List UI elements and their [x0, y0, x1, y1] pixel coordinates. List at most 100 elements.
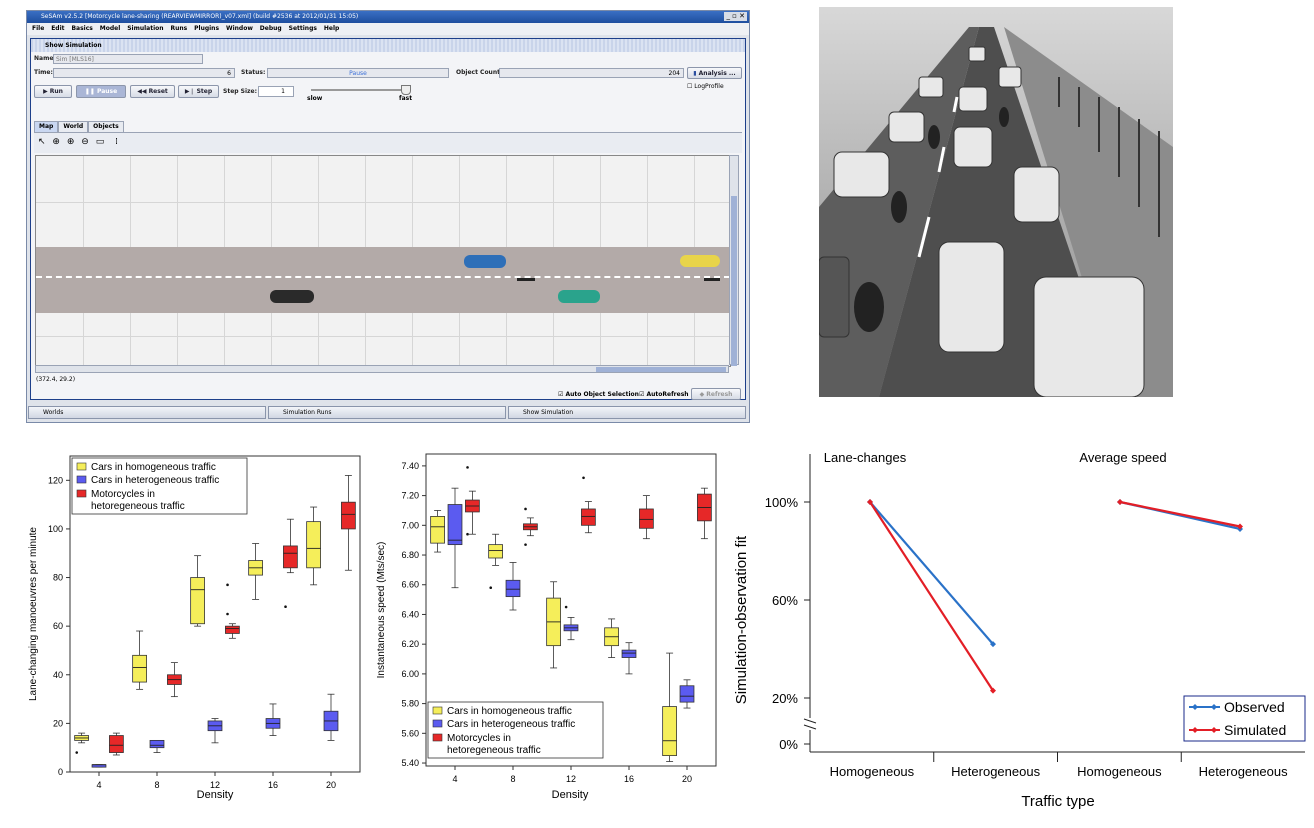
y-axis-label: Instantaneous speed (Mts/sec) — [376, 542, 387, 679]
box-outlier — [466, 466, 469, 469]
y-tick-label: 100 — [48, 524, 63, 534]
auto-refresh-checkbox[interactable]: ☑ AutoRefresh — [639, 391, 689, 398]
y-tick-label: 7.20 — [401, 491, 419, 501]
auto-object-selection-label: Auto Object Selection — [565, 391, 639, 398]
menu-window[interactable]: Window — [225, 25, 253, 32]
zoom-out-icon[interactable]: ⊖ — [81, 137, 89, 147]
x-tick-label: 20 — [682, 774, 692, 784]
window-title: SeSAm v2.5.2 [Motorcycle lane-sharing (R… — [27, 11, 749, 23]
tab-world[interactable]: World — [58, 121, 89, 132]
simulation-fit-line-chart: 0% 20% 60% 100% Homogeneous Heterogeneous Homo… — [733, 450, 1306, 810]
view-tabs: Map World Objects — [34, 121, 124, 132]
x-tick-label: 4 — [96, 780, 101, 790]
legend: Cars in homogeneous traffic Cars in hete… — [71, 457, 248, 515]
box — [149, 739, 165, 749]
window-controls[interactable]: _ ▫ ✕ — [724, 12, 747, 21]
legend-marker-simulated — [1192, 727, 1198, 733]
car-yellow[interactable] — [680, 255, 720, 267]
y-axis-label: Lane-changing manoeuvres per minute — [28, 527, 39, 701]
x-axis-label: Density — [552, 789, 589, 801]
box-outlier — [466, 532, 469, 536]
menu-edit[interactable]: Edit — [51, 25, 65, 32]
grid-toggle-icon[interactable]: ⁞ — [115, 137, 118, 147]
legend-swatch — [432, 733, 443, 742]
legend-marker-observed — [1211, 704, 1217, 710]
legend-marker-simulated — [1211, 727, 1217, 733]
motorcycle[interactable] — [704, 278, 720, 281]
logprofile-label: LogProfile — [694, 83, 724, 90]
show-simulation-panel: Show Simulation Name: Sim [MLS16] Time: … — [30, 38, 746, 400]
name-field[interactable]: Sim [MLS16] — [53, 54, 203, 64]
x-axis-label: Density — [197, 789, 234, 801]
analysis-button[interactable]: ▮ Analysis ... — [687, 67, 742, 79]
taskbar-show-simulation[interactable]: Show Simulation — [508, 406, 746, 419]
analysis-button-label: Analysis ... — [698, 70, 736, 77]
menu-plugins[interactable]: Plugins — [194, 25, 220, 32]
scroll-thumb[interactable] — [596, 367, 726, 372]
camera-icon[interactable]: ▭ — [95, 137, 105, 147]
y-tick-label: 100% — [765, 495, 799, 510]
tab-objects[interactable]: Objects — [88, 121, 124, 132]
vertical-scrollbar[interactable] — [729, 155, 739, 366]
auto-object-selection-checkbox[interactable]: ☑ Auto Object Selection — [558, 391, 639, 398]
x-tick-label: 8 — [510, 774, 515, 784]
box-outlier — [226, 612, 229, 616]
menu-file[interactable]: File — [32, 25, 45, 32]
x-tick-label: 20 — [326, 780, 336, 790]
step-button[interactable]: ▶❘ Step — [178, 85, 219, 98]
menu-debug[interactable]: Debug — [259, 25, 282, 32]
step-label: Step — [196, 88, 213, 95]
map-toolbar: ↖ ⊕ ⊕ ⊖ ▭ ⁞ — [34, 132, 742, 153]
car-black[interactable] — [270, 290, 314, 303]
series-line-observed — [869, 501, 994, 645]
pause-button[interactable]: ❚❚ Pause — [76, 85, 126, 98]
box — [581, 508, 596, 526]
data-point-simulated — [1237, 523, 1243, 530]
car-teal[interactable] — [558, 290, 600, 303]
speed-slider-track[interactable] — [311, 89, 411, 91]
y-tick-label: 6.20 — [401, 639, 419, 649]
speed-slider-thumb[interactable] — [401, 85, 411, 95]
menu-help[interactable]: Help — [323, 25, 340, 32]
legend-entry: Cars in homogeneous traffic — [447, 706, 572, 717]
auto-refresh-label: AutoRefresh — [646, 391, 689, 398]
group-label-lane-changes: Lane-changes — [824, 450, 907, 465]
taskbar-worlds[interactable]: Worlds — [28, 406, 266, 419]
time-field: 6 — [53, 68, 235, 78]
tab-map[interactable]: Map — [34, 121, 59, 132]
legend-entry: Cars in heterogeneous traffic — [91, 475, 219, 486]
menu-settings[interactable]: Settings — [288, 25, 317, 32]
menu-basics[interactable]: Basics — [71, 25, 93, 32]
scroll-thumb[interactable] — [731, 196, 737, 366]
motorcycle[interactable] — [517, 278, 535, 281]
pointer-icon[interactable]: ↖ — [38, 137, 46, 147]
refresh-button[interactable]: ◆ Refresh — [691, 388, 741, 400]
y-tick-label: 6.00 — [401, 669, 419, 679]
logprofile-checkbox[interactable]: ☐ LogProfile — [687, 83, 724, 90]
box-outlier — [489, 586, 493, 590]
reset-button[interactable]: ◀◀ Reset — [130, 85, 175, 98]
legend-marker-observed — [1192, 704, 1198, 710]
box — [639, 508, 654, 529]
menu-runs[interactable]: Runs — [170, 25, 188, 32]
menu-simulation[interactable]: Simulation — [127, 25, 164, 32]
step-size-spinner[interactable]: 1 — [258, 86, 294, 97]
zoom-in-icon[interactable]: ⊕ — [52, 137, 60, 147]
pause-icon: ❚❚ — [84, 88, 97, 95]
box — [306, 521, 321, 569]
y-tick-label: 60% — [772, 593, 798, 608]
menu-model[interactable]: Model — [99, 25, 121, 32]
car-blue[interactable] — [464, 255, 506, 268]
instantaneous-speed-box-plot: 5.40 5.60 5.80 6.00 6.20 6.40 6.60 6.80 7.00 7.20… — [376, 453, 717, 801]
legend-frame — [427, 701, 604, 759]
horizontal-scrollbar[interactable] — [35, 365, 729, 373]
run-button[interactable]: ▶ Run — [34, 85, 72, 98]
box — [109, 735, 124, 753]
simulation-map[interactable] — [35, 155, 731, 367]
data-point-simulated — [990, 687, 996, 694]
data-point-simulated — [867, 499, 873, 505]
zoom-fit-icon[interactable]: ⊕ — [66, 137, 75, 147]
box — [505, 579, 521, 598]
legend-entry: Cars in heterogeneous traffic — [447, 719, 575, 730]
taskbar-simulation-runs[interactable]: Simulation Runs — [268, 406, 506, 419]
